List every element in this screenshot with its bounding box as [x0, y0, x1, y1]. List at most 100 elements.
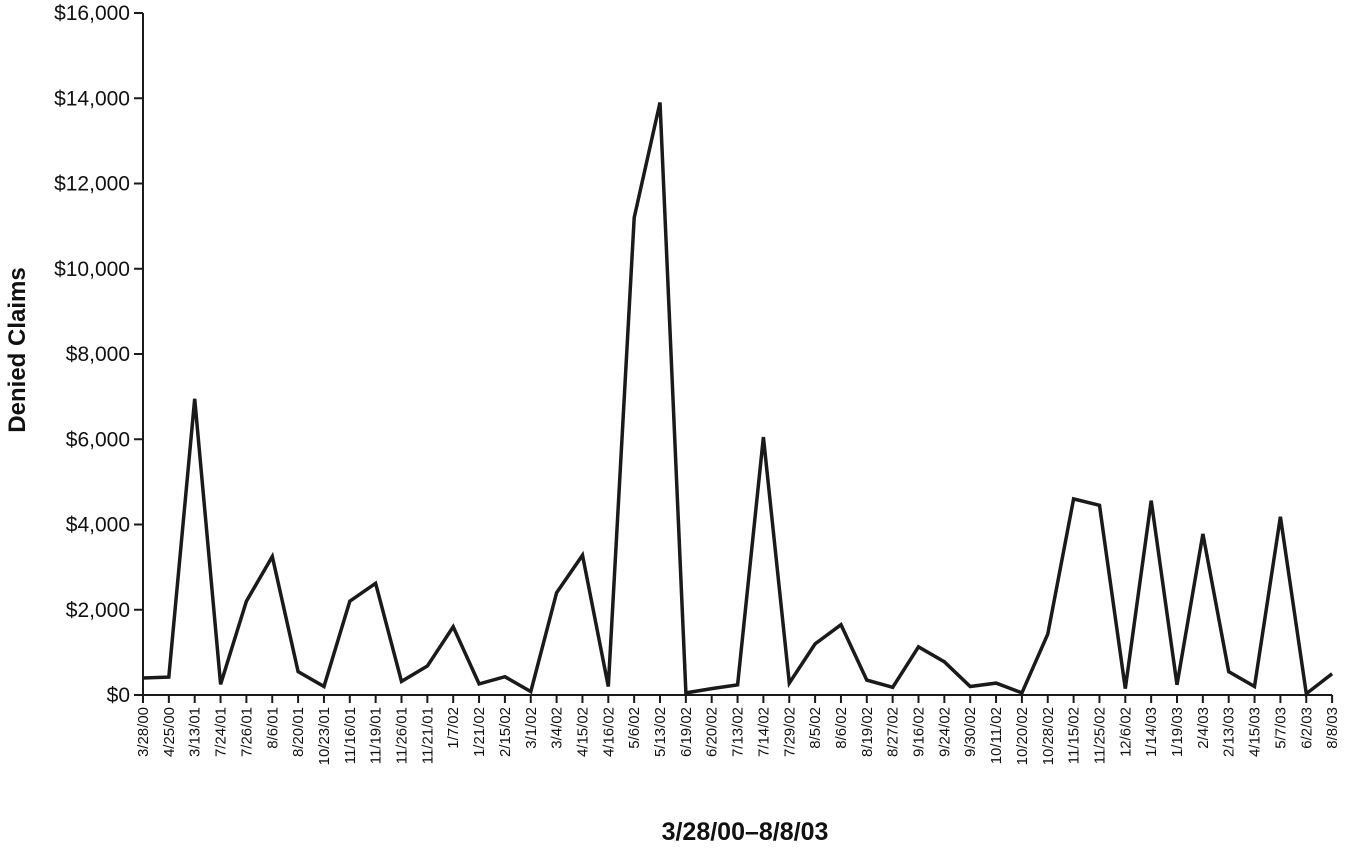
- data-point: [943, 660, 946, 663]
- x-tick-label: 6/19/02: [678, 707, 695, 757]
- x-tick-label: 8/19/02: [859, 707, 876, 757]
- data-point: [426, 665, 429, 668]
- data-point: [969, 685, 972, 688]
- x-tick-label: 8/8/03: [1324, 707, 1341, 749]
- x-tick-label: 8/27/02: [885, 707, 902, 757]
- series-layer: [142, 101, 1334, 697]
- x-tick-label: 7/24/01: [213, 707, 230, 757]
- data-point: [762, 436, 765, 439]
- data-point: [814, 642, 817, 645]
- data-point: [478, 682, 481, 685]
- data-point: [1305, 692, 1308, 695]
- x-tick-label: 3/1/02: [523, 707, 540, 749]
- x-tick-label: 7/13/02: [730, 707, 747, 757]
- y-tick-label: $4,000: [66, 514, 130, 537]
- x-tick-label: 10/23/01: [316, 707, 333, 765]
- x-tick-label: 5/7/03: [1272, 707, 1289, 749]
- y-tick-label: $12,000: [54, 173, 130, 196]
- x-tick-label: 6/2/03: [1298, 707, 1315, 749]
- x-tick-label: 4/15/02: [574, 707, 591, 757]
- y-axis: $0 $2,000 $4,000 $6,000 $8,000 $10,000 $12,000…: [54, 2, 144, 707]
- data-point: [1124, 687, 1127, 690]
- data-point: [891, 686, 894, 689]
- x-tick-label: 8/5/02: [807, 707, 824, 749]
- data-point: [503, 675, 506, 678]
- data-point: [917, 645, 920, 648]
- x-tick-label: 11/25/02: [1091, 707, 1108, 764]
- data-point: [995, 682, 998, 685]
- x-tick-label: 11/26/01: [394, 707, 411, 764]
- data-point: [788, 682, 791, 685]
- x-tick-label: 2/13/03: [1221, 707, 1238, 757]
- data-point: [684, 691, 687, 694]
- data-point: [1253, 685, 1256, 688]
- data-point: [736, 683, 739, 686]
- x-tick-label: 4/16/02: [600, 707, 617, 757]
- data-point: [1150, 499, 1153, 502]
- x-tick-label: 10/11/02: [988, 707, 1005, 764]
- x-tick-label: 3/13/01: [187, 707, 204, 757]
- data-point: [865, 679, 868, 682]
- data-point: [581, 554, 584, 557]
- x-tick-label: 10/28/02: [1040, 707, 1057, 765]
- x-tick-label: 4/25/00: [161, 707, 178, 757]
- data-point: [348, 600, 351, 603]
- x-tick-label: 6/20/02: [704, 707, 721, 757]
- data-point: [1072, 497, 1075, 500]
- x-tick-label: 11/15/02: [1066, 707, 1083, 764]
- x-tick-label: 8/6/01: [264, 707, 281, 749]
- y-tick-label: $6,000: [66, 428, 130, 451]
- x-tick-label: 11/21/01: [419, 707, 436, 764]
- x-tick-label: 7/14/02: [755, 707, 772, 757]
- data-point: [529, 690, 532, 693]
- data-point: [633, 216, 636, 219]
- data-point: [1098, 504, 1101, 507]
- x-tick-label: 2/15/02: [497, 707, 514, 757]
- y-tick-label: $2,000: [66, 599, 130, 622]
- y-tick-label: $8,000: [66, 343, 130, 366]
- x-tick-label: 5/13/02: [652, 707, 669, 757]
- x-tick-label: 12/6/02: [1117, 707, 1134, 757]
- y-tick-label: $14,000: [54, 87, 130, 110]
- x-tick-label: 7/29/02: [781, 707, 798, 757]
- data-point: [839, 623, 842, 626]
- data-point: [607, 685, 610, 688]
- data-point: [452, 625, 455, 628]
- x-tick-label: 11/16/01: [342, 707, 359, 764]
- data-point: [1279, 515, 1282, 518]
- data-point: [555, 591, 558, 594]
- data-point: [659, 101, 662, 104]
- data-point: [142, 676, 145, 679]
- data-point: [374, 582, 377, 585]
- x-tick-label: 1/7/02: [445, 707, 462, 749]
- x-tick-label: 9/30/02: [962, 707, 979, 757]
- y-tick-label: $10,000: [54, 258, 130, 281]
- denied-claims-line: [142, 102, 1334, 697]
- x-tick-label: 7/26/01: [238, 707, 255, 757]
- y-axis-title: Denied Claims: [4, 267, 31, 432]
- x-tick-label: 8/6/02: [833, 707, 850, 749]
- data-point: [219, 683, 222, 686]
- x-tick-label: 1/14/03: [1143, 707, 1160, 757]
- x-axis: 3/28/00 4/25/00 3/13/01 7/24/01 7/26/01 8/6/0…: [135, 694, 1341, 765]
- data-point: [1046, 633, 1049, 636]
- data-point: [1331, 672, 1334, 675]
- data-point: [1201, 532, 1204, 535]
- data-point: [193, 397, 196, 400]
- data-point: [297, 670, 300, 673]
- y-tick-label: $16,000: [54, 2, 130, 25]
- data-point: [1020, 691, 1023, 694]
- data-point: [271, 555, 274, 558]
- data-point: [322, 685, 325, 688]
- y-tick-label: $0: [107, 684, 130, 707]
- x-tick-label: 1/19/03: [1169, 707, 1186, 757]
- data-point: [710, 687, 713, 690]
- x-tick-label: 1/21/02: [471, 707, 488, 757]
- x-tick-label: 9/24/02: [936, 707, 953, 757]
- x-tick-label: 11/19/01: [368, 707, 385, 764]
- x-tick-label: 9/16/02: [911, 707, 928, 757]
- x-tick-label: 3/4/02: [549, 707, 566, 749]
- x-tick-label: 10/20/02: [1014, 707, 1031, 765]
- data-point: [1176, 683, 1179, 686]
